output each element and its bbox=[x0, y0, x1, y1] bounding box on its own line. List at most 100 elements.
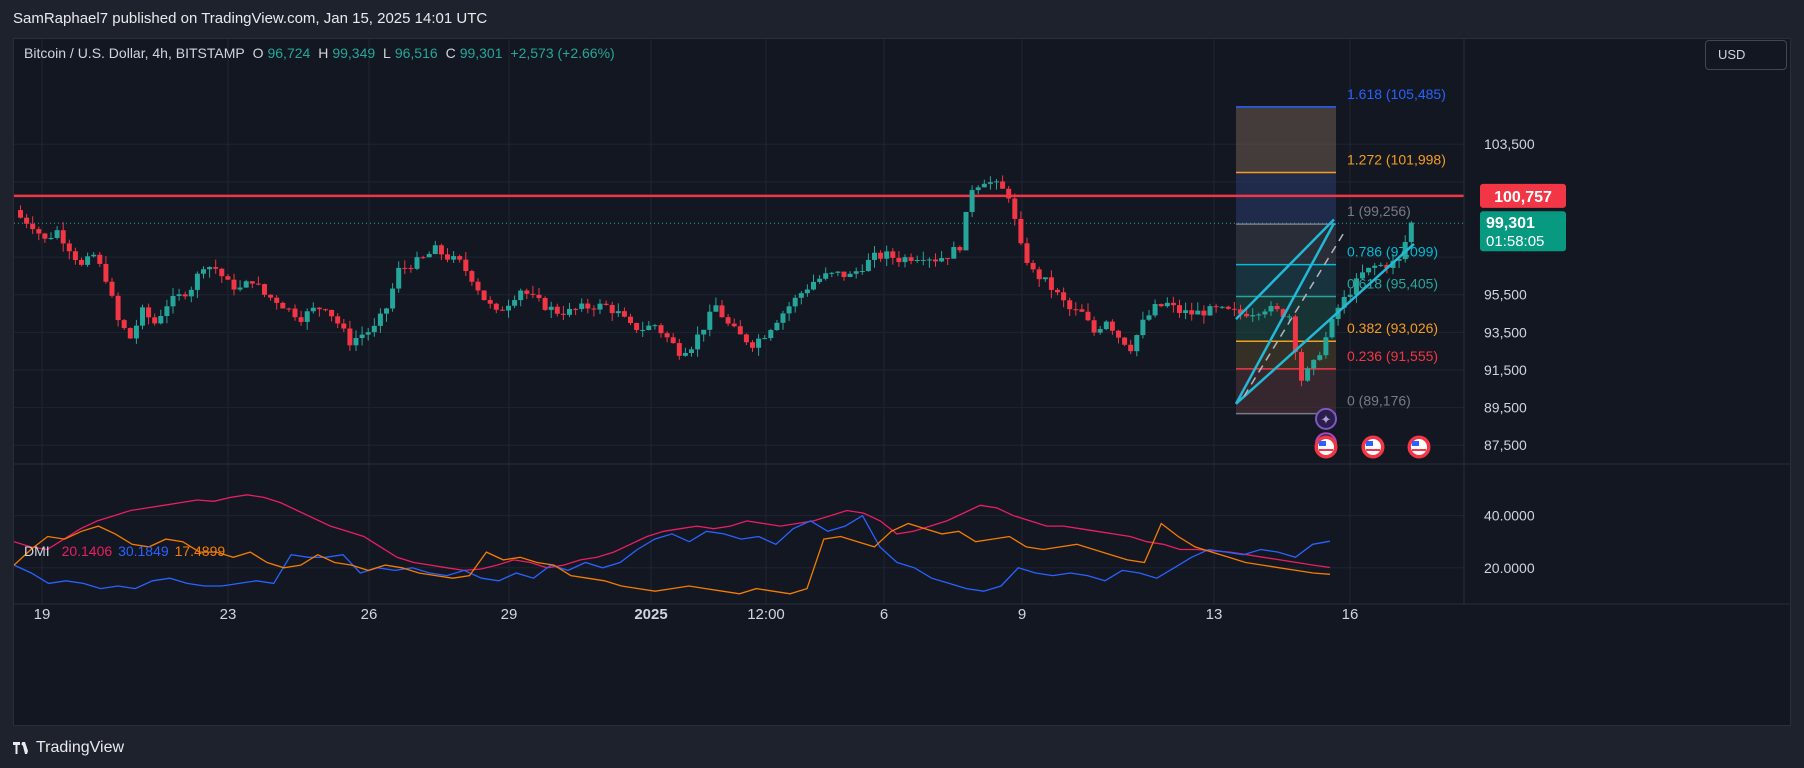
candle-body bbox=[554, 306, 560, 314]
candle-body bbox=[908, 257, 914, 261]
candle-body bbox=[1341, 296, 1347, 308]
candle-body bbox=[963, 211, 969, 251]
candle-body bbox=[432, 245, 438, 255]
candle-body bbox=[1347, 294, 1353, 297]
time-axis-label: 6 bbox=[880, 606, 888, 623]
fib-zone bbox=[1236, 172, 1336, 225]
candle-body bbox=[1231, 308, 1237, 310]
candle-body bbox=[219, 268, 225, 277]
candle-body bbox=[817, 278, 823, 282]
candle-body bbox=[798, 293, 804, 298]
candle-body bbox=[255, 283, 261, 285]
candle-body bbox=[1024, 243, 1030, 263]
candle-body bbox=[402, 267, 408, 269]
candle-body bbox=[1036, 269, 1042, 280]
candle-body bbox=[469, 271, 475, 282]
candle-body bbox=[1360, 272, 1365, 279]
candle-body bbox=[18, 210, 23, 218]
axes: 103,500 95,500 93,500 91,500 89,500 87,500 19 2… bbox=[14, 39, 1790, 623]
candle-body bbox=[1012, 198, 1018, 219]
low-value: 96,516 bbox=[394, 45, 438, 61]
candle-body bbox=[1146, 315, 1152, 320]
candle-body bbox=[316, 307, 322, 310]
candle-body bbox=[1225, 306, 1231, 309]
candle-body bbox=[1323, 337, 1329, 356]
channel-upper-line bbox=[1234, 222, 1336, 405]
time-axis-label: 23 bbox=[220, 606, 237, 623]
candle-body bbox=[445, 254, 450, 260]
tradingview-logo[interactable]: TradingView bbox=[13, 739, 124, 757]
candle-body bbox=[1091, 320, 1097, 333]
candle-body bbox=[542, 298, 548, 310]
dmi-series-line bbox=[14, 522, 1331, 595]
currency-button[interactable]: USD bbox=[1705, 40, 1787, 70]
footer: TradingView bbox=[0, 730, 1804, 768]
candle-body bbox=[1280, 309, 1286, 318]
candle-body bbox=[585, 303, 591, 309]
candle-body bbox=[207, 267, 213, 270]
candle-body bbox=[670, 337, 676, 344]
candle-body bbox=[945, 258, 951, 260]
candle-body bbox=[530, 293, 536, 295]
candle-body bbox=[60, 230, 66, 244]
candle-body bbox=[1116, 330, 1121, 338]
candle-body bbox=[225, 276, 231, 280]
time-axis-label: 13 bbox=[1206, 606, 1223, 623]
price-axis-label: 91,500 bbox=[1484, 362, 1527, 378]
candle-body bbox=[1305, 368, 1311, 381]
symbol-name[interactable]: Bitcoin / U.S. Dollar, 4h, BITSTAMP bbox=[24, 45, 245, 61]
open-key: O bbox=[252, 45, 264, 61]
candle-body bbox=[268, 294, 274, 298]
fib-level-label: 0.618 (95,405) bbox=[1347, 276, 1438, 292]
spark-event-icon bbox=[1315, 407, 1337, 430]
candle-body bbox=[884, 251, 890, 259]
low-key: L bbox=[383, 45, 391, 61]
chart-frame[interactable]: 1.618 (105,485) 1.272 (101,998) 1 (99,256)… bbox=[13, 38, 1791, 726]
candle-body bbox=[213, 267, 219, 269]
candle-body bbox=[390, 288, 396, 309]
candle-body bbox=[1219, 306, 1225, 308]
last-price-tag bbox=[1480, 211, 1566, 252]
candle-body bbox=[1018, 218, 1024, 244]
candle-body bbox=[634, 323, 640, 331]
candle-body bbox=[1061, 292, 1067, 301]
change-value: +2,573 (+2.66%) bbox=[510, 45, 615, 61]
dmi-adx-value: 17.4899 bbox=[174, 543, 226, 559]
candle-body bbox=[1097, 329, 1103, 333]
candle-body bbox=[756, 338, 762, 348]
candle-body bbox=[743, 334, 749, 343]
candle-body bbox=[66, 243, 72, 252]
candle-body bbox=[365, 332, 371, 335]
price-axis-label: 95,500 bbox=[1484, 287, 1527, 303]
candle-body bbox=[774, 322, 780, 331]
candle-body bbox=[426, 254, 432, 258]
tradingview-logo-icon bbox=[13, 741, 31, 754]
candle-body bbox=[396, 267, 402, 289]
candle-body bbox=[1213, 306, 1219, 308]
footer-brand: TradingView bbox=[36, 739, 125, 756]
chart-canvas[interactable]: 1.618 (105,485) 1.272 (101,998) 1 (99,256)… bbox=[14, 39, 1791, 726]
candle-body bbox=[567, 308, 572, 315]
candle-body bbox=[835, 271, 841, 273]
time-axis-label: 12:00 bbox=[747, 606, 785, 623]
candle-body bbox=[341, 323, 347, 329]
candle-body bbox=[481, 290, 487, 301]
candle-body bbox=[1408, 222, 1414, 242]
resistance-price-label: 100,757 bbox=[1494, 189, 1552, 206]
candle-body bbox=[1152, 304, 1158, 316]
candle-body bbox=[1286, 316, 1292, 318]
candle-body bbox=[957, 247, 963, 251]
candle-body bbox=[347, 328, 353, 346]
time-axis-label: 9 bbox=[1018, 606, 1026, 623]
candle-body bbox=[188, 289, 194, 297]
candle-body bbox=[1067, 300, 1073, 310]
candle-body bbox=[408, 267, 414, 269]
candle-body bbox=[292, 308, 298, 318]
channel-upper-line bbox=[1235, 218, 1335, 321]
candle-body bbox=[274, 297, 280, 303]
dmi-name[interactable]: DMI bbox=[24, 543, 50, 559]
candle-body bbox=[1268, 305, 1274, 312]
candle-body bbox=[1353, 278, 1359, 295]
candle-body bbox=[1103, 321, 1109, 330]
candle-body bbox=[146, 307, 152, 318]
